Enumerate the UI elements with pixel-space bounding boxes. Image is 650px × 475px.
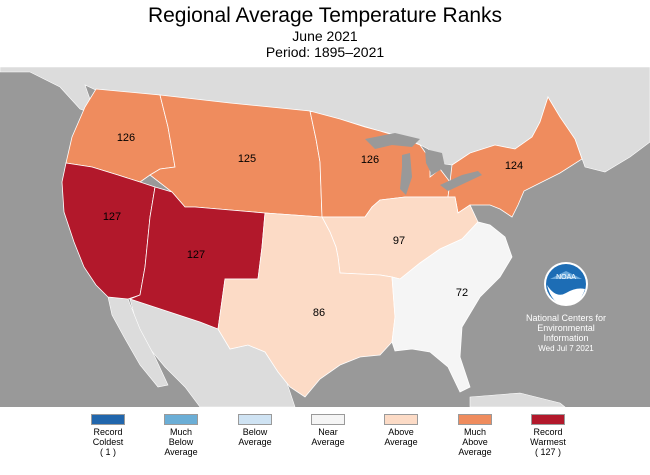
rank-label-northern-plains: 125	[238, 153, 256, 165]
rank-label-ohio-valley: 97	[393, 235, 405, 247]
lake-huron	[425, 149, 445, 175]
legend-item-much-below: Much Below Average	[141, 414, 221, 457]
map-period: Period: 1895–2021	[265, 44, 385, 60]
legend-swatch	[458, 414, 492, 425]
legend-label: Below Average	[238, 427, 272, 447]
region-south	[217, 212, 396, 398]
ncei-line-1: National Centers for	[526, 313, 606, 323]
legend-swatch	[164, 414, 198, 425]
legend-label: Near Average	[311, 427, 345, 447]
region-southeast	[391, 221, 513, 393]
lake-erie-ontario	[440, 171, 482, 191]
legend-item-below: Below Average	[215, 414, 295, 447]
legend-item-record-warmest: Record Warmest ( 127 )	[508, 414, 588, 457]
legend-swatch	[91, 414, 125, 425]
legend-label: Record Coldest ( 1 )	[92, 427, 124, 457]
map-title: Regional Average Temperature Ranks	[147, 4, 503, 27]
lake-michigan	[400, 153, 412, 195]
legend-item-near: Near Average	[288, 414, 368, 447]
legend-label: Above Average	[384, 427, 418, 447]
legend: Record Coldest ( 1 ) Much Below Average …	[0, 414, 650, 475]
rank-label-southwest: 127	[187, 249, 205, 261]
baja-land	[107, 296, 169, 388]
rank-label-northwest: 126	[117, 132, 135, 144]
legend-item-above: Above Average	[361, 414, 441, 447]
rank-label-west: 127	[103, 211, 121, 223]
legend-swatch	[238, 414, 272, 425]
legend-label: Much Above Average	[458, 427, 492, 457]
legend-swatch	[384, 414, 418, 425]
cuba-land	[469, 392, 566, 407]
legend-swatch	[531, 414, 565, 425]
ncei-line-2: Environmental	[537, 323, 595, 333]
ncei-line-3: Information	[543, 333, 588, 343]
title-block: Regional Average Temperature Ranks June …	[0, 4, 650, 60]
legend-label: Much Below Average	[164, 427, 198, 457]
legend-swatch	[311, 414, 345, 425]
lake-superior	[365, 133, 420, 149]
rank-label-south: 86	[313, 307, 325, 319]
noaa-logo: NOAA	[544, 262, 588, 306]
legend-item-much-above: Much Above Average	[435, 414, 515, 457]
legend-label: Record Warmest ( 127 )	[530, 427, 566, 457]
legend-item-record-coldest: Record Coldest ( 1 )	[68, 414, 148, 457]
rank-label-northeast: 124	[505, 160, 523, 172]
map-subtitle: June 2021	[292, 28, 358, 44]
us-map: 126 125 126 124 127 127 97 86 72 NOAA Na…	[0, 67, 650, 407]
ncei-date: Wed Jul 7 2021	[538, 344, 594, 353]
noaa-logo-text: NOAA	[556, 274, 576, 281]
map-area: 126 125 126 124 127 127 97 86 72 NOAA Na…	[0, 67, 650, 407]
rank-label-upper-midwest: 126	[361, 154, 379, 166]
rank-label-southeast: 72	[456, 287, 468, 299]
